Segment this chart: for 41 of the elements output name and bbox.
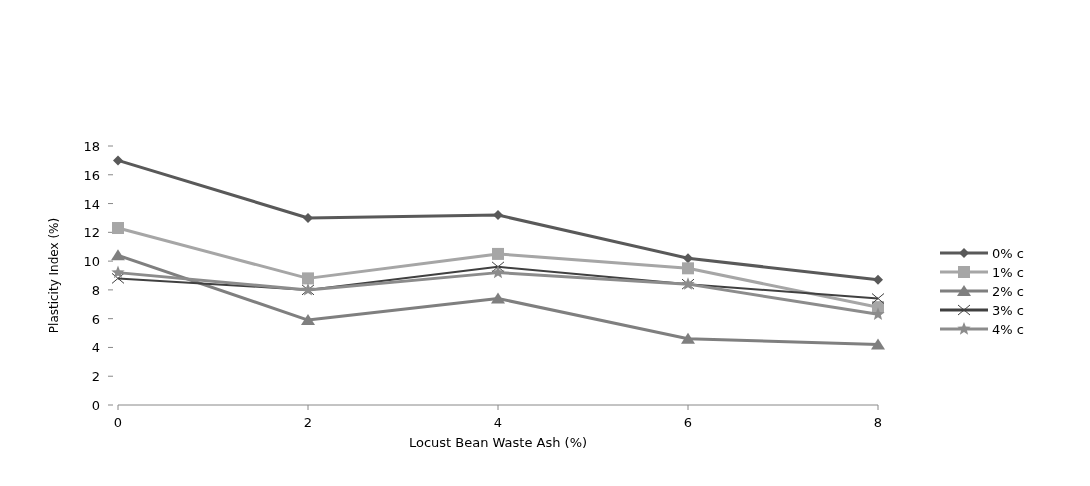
x-tick-label: 4 <box>493 415 503 430</box>
point <box>113 155 123 166</box>
point <box>871 338 885 350</box>
point <box>682 262 694 275</box>
x-tick-label: 6 <box>683 415 693 430</box>
x-tick-label: 0 <box>113 415 123 430</box>
point <box>493 210 503 221</box>
point <box>871 293 885 305</box>
y-tick-label: 10 <box>83 254 100 270</box>
y-tick-label: 6 <box>91 311 100 327</box>
legend-label: 1% c <box>992 265 1024 280</box>
point <box>303 212 313 223</box>
y-axis-title: Plasticity Index (%) <box>47 217 61 334</box>
y-tick-label: 2 <box>91 369 100 385</box>
point <box>111 265 125 279</box>
legend-label: 2% c <box>992 284 1024 299</box>
point <box>681 332 695 344</box>
y-tick-label: 8 <box>91 282 100 298</box>
y-tick-label: 0 <box>91 398 100 413</box>
point <box>873 274 883 285</box>
point <box>492 247 504 260</box>
x-tick-label: 8 <box>873 415 883 430</box>
y-tick-label: 18 <box>83 139 100 154</box>
x-tick-label: 2 <box>303 415 313 430</box>
point <box>112 222 124 235</box>
legend-label: 3% c <box>992 303 1024 318</box>
y-tick-label: 4 <box>91 340 100 356</box>
legend-label: 4% c <box>992 322 1024 337</box>
legend-label: 0% c <box>992 246 1024 261</box>
point <box>491 292 505 304</box>
point <box>491 265 505 279</box>
point <box>301 314 315 326</box>
point <box>302 272 314 285</box>
point <box>111 272 125 284</box>
point <box>683 253 693 264</box>
y-tick-label: 12 <box>83 225 100 241</box>
point <box>491 261 505 273</box>
x-axis-title: Locust Bean Waste Ash (%) <box>408 435 588 450</box>
point <box>111 249 125 261</box>
y-tick-label: 14 <box>83 196 100 212</box>
y-tick-label: 16 <box>83 167 100 183</box>
